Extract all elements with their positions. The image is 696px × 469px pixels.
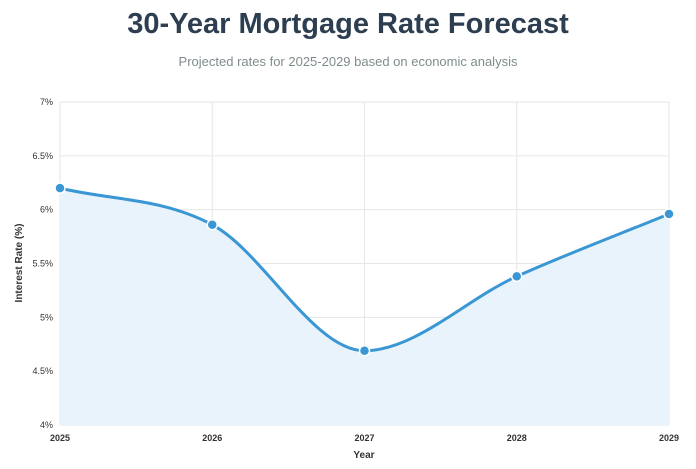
- x-tick-label: 2029: [659, 433, 679, 443]
- y-tick-label: 7%: [40, 97, 53, 107]
- y-tick-label: 6.5%: [32, 151, 53, 161]
- y-tick-label: 5%: [40, 312, 53, 322]
- x-tick-label: 2026: [202, 433, 222, 443]
- x-axis-ticks: 2025 2026 2027 2028 2029: [50, 433, 679, 443]
- data-points: [54, 182, 675, 357]
- chart-subtitle: Projected rates for 2025-2029 based on e…: [178, 54, 518, 69]
- data-point-2028[interactable]: [511, 270, 523, 283]
- y-tick-label: 6%: [40, 205, 53, 215]
- y-tick-label: 4.5%: [32, 366, 53, 376]
- y-tick-label: 4%: [40, 420, 53, 430]
- x-tick-label: 2027: [354, 433, 374, 443]
- y-axis-label: Interest Rate (%): [14, 224, 25, 303]
- data-point-2027[interactable]: [358, 344, 371, 357]
- x-tick-label: 2025: [50, 433, 70, 443]
- y-axis-ticks: 4% 4.5% 5% 5.5% 6% 6.5% 7%: [32, 97, 53, 430]
- x-axis-label: Year: [353, 450, 374, 461]
- chart-title: 30-Year Mortgage Rate Forecast: [127, 8, 569, 40]
- area-fill: [60, 188, 669, 425]
- x-tick-label: 2028: [507, 433, 527, 443]
- data-point-2029[interactable]: [663, 208, 675, 220]
- data-point-2026[interactable]: [206, 218, 218, 231]
- y-tick-label: 5.5%: [32, 259, 53, 269]
- data-point-2025[interactable]: [54, 182, 66, 194]
